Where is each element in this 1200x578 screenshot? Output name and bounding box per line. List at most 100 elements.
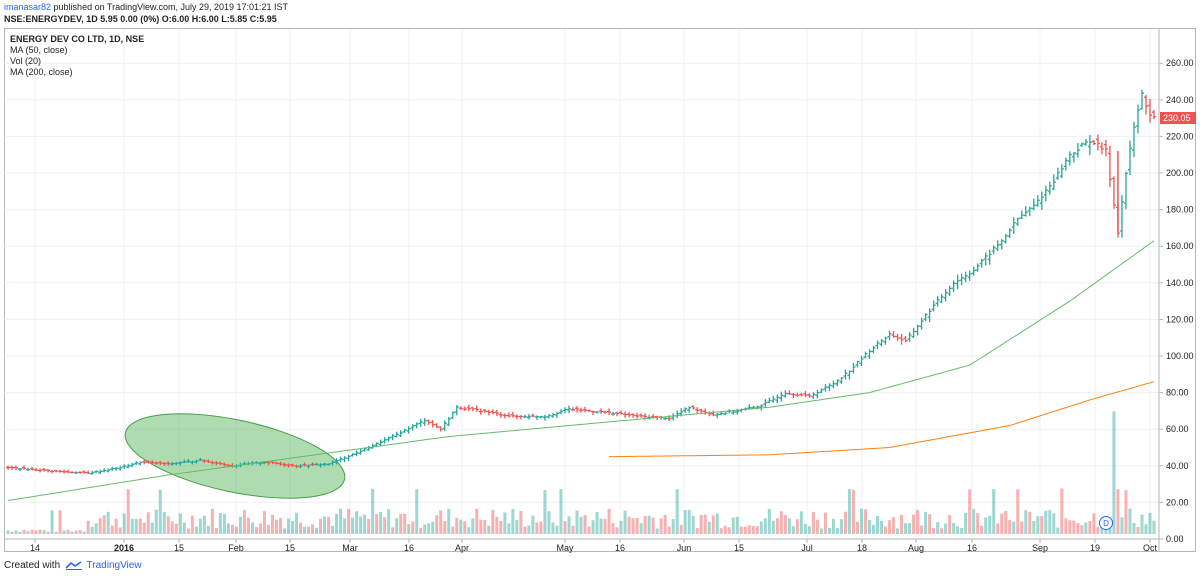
volume-bar <box>731 517 735 534</box>
volume-bar <box>78 530 82 534</box>
volume-bar <box>647 515 651 534</box>
volume-bar <box>355 511 359 534</box>
volume-bar <box>719 528 723 534</box>
last-price-badge <box>1160 112 1196 125</box>
volume-bar <box>739 526 743 534</box>
volume-bar <box>599 518 603 534</box>
volume-bar <box>703 514 707 534</box>
volume-bar <box>387 509 391 534</box>
volume-bar <box>727 527 731 534</box>
volume-bar <box>443 520 447 534</box>
volume-bar <box>691 515 695 534</box>
volume-bar <box>435 515 439 534</box>
volume-bar <box>1112 411 1116 534</box>
volume-bar <box>904 523 908 534</box>
volume-bar <box>90 526 94 534</box>
volume-bar <box>992 488 996 534</box>
volume-bar <box>407 524 411 534</box>
volume-bar <box>996 523 1000 534</box>
volume-bar <box>928 514 932 534</box>
volume-bar <box>1040 516 1044 534</box>
author-link[interactable]: imanasar82 <box>4 2 52 12</box>
volume-bar <box>1132 523 1136 534</box>
volume-bar <box>451 526 455 534</box>
volume-bar <box>459 519 463 534</box>
volume-bar <box>859 508 863 534</box>
consolidation-ellipse <box>124 413 346 499</box>
y-tick-label: 160.00 <box>1166 241 1194 251</box>
volume-bar <box>1064 518 1068 534</box>
volume-bar <box>607 509 611 534</box>
volume-bar <box>26 531 30 534</box>
volume-bar <box>900 514 904 534</box>
volume-bar <box>6 530 10 534</box>
volume-bar <box>238 516 242 534</box>
volume-bar <box>58 510 62 534</box>
x-tick-label: Apr <box>455 543 469 553</box>
volume-bar <box>475 508 479 534</box>
volume-bar <box>980 525 984 534</box>
volume-bar <box>619 520 623 534</box>
volume-bar <box>94 523 98 534</box>
volume-bar <box>214 527 218 534</box>
volume-bar <box>218 512 222 534</box>
volume-bar <box>807 526 811 534</box>
volume-bar <box>835 528 839 534</box>
volume-bar <box>42 530 46 534</box>
legend-ma200[interactable]: MA (200, close) <box>10 67 73 77</box>
x-tick-label: Mar <box>342 543 358 553</box>
volume-bar <box>587 526 591 534</box>
volume-bar <box>695 528 699 534</box>
volume-bar <box>872 524 876 534</box>
volume-bar <box>86 520 90 534</box>
volume-bar <box>254 527 258 534</box>
published-text: published on TradingView.com, July 29, 2… <box>53 2 289 12</box>
y-tick-label: 0.00 <box>1166 534 1184 544</box>
volume-bar <box>439 510 443 534</box>
volume-bar <box>359 516 363 534</box>
volume-bar <box>483 519 487 534</box>
volume-bar <box>295 512 299 534</box>
volume-bar <box>98 518 102 534</box>
volume-bar <box>375 514 379 534</box>
volume-bar <box>555 525 559 534</box>
volume-bar <box>795 519 799 534</box>
volume-bar <box>803 524 807 534</box>
volume-bar <box>819 528 823 534</box>
volume-bar <box>351 517 355 534</box>
volume-bar <box>763 518 767 534</box>
volume-bar <box>198 518 202 534</box>
volume-bar <box>595 511 599 534</box>
volume-bar <box>82 531 86 534</box>
volume-bar <box>567 516 571 534</box>
volume-bar <box>743 526 747 534</box>
volume-bar <box>559 489 563 534</box>
volume-bar <box>1036 516 1040 534</box>
volume-bar <box>936 522 940 534</box>
volume-bar <box>262 511 266 534</box>
volume-bar <box>166 516 170 534</box>
volume-bar <box>635 517 639 534</box>
y-tick-label: 260.00 <box>1166 58 1194 68</box>
chart-legend: ENERGY DEV CO LTD, 1D, NSE MA (50, close… <box>10 34 144 78</box>
volume-bar <box>976 513 980 534</box>
volume-bar <box>535 522 539 534</box>
tradingview-link[interactable]: TradingView <box>86 560 142 571</box>
volume-bar <box>896 528 900 534</box>
footer: Created with TradingView <box>4 560 142 571</box>
volume-bar <box>948 515 952 534</box>
volume-bar <box>174 523 178 534</box>
volume-bar <box>1092 513 1096 534</box>
x-tick-label: 18 <box>857 543 867 553</box>
volume-bar <box>1108 526 1112 534</box>
volume-bar <box>46 531 50 534</box>
legend-ma50[interactable]: MA (50, close) <box>10 45 68 55</box>
volume-bar <box>1084 522 1088 534</box>
volume-bar <box>399 514 403 534</box>
publish-line: imanasar82 published on TradingView.com,… <box>4 2 288 13</box>
volume-bar <box>615 527 619 534</box>
volume-bar <box>527 525 531 534</box>
legend-volume[interactable]: Vol (20) <box>10 56 42 66</box>
volume-bar <box>1128 508 1132 534</box>
